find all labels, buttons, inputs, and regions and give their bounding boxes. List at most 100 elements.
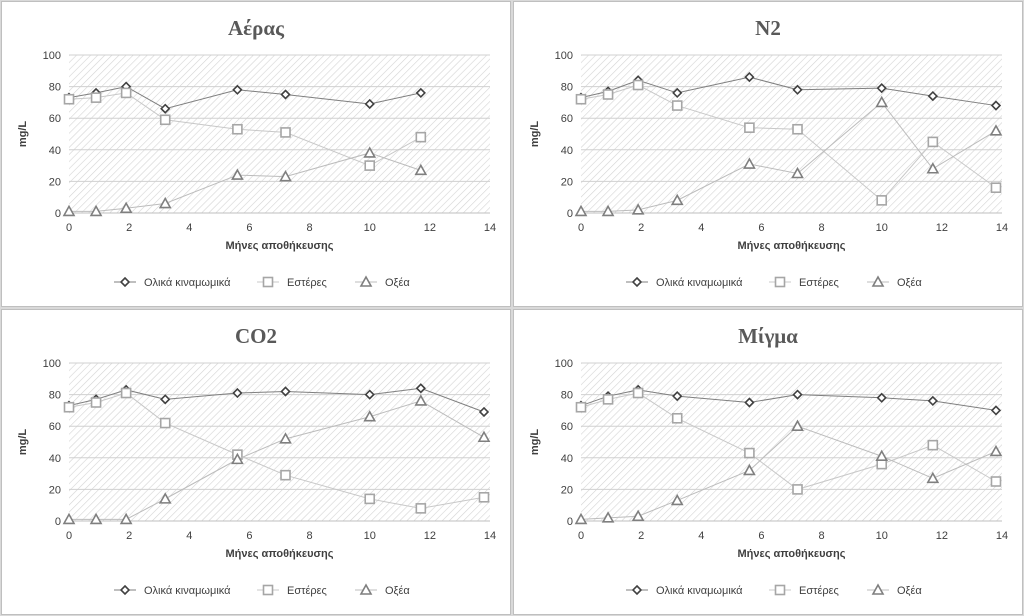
plot-area bbox=[581, 55, 1002, 213]
data-point bbox=[743, 157, 756, 169]
chart-co2: CO2 0 20 40 60 80 100 0 2 4 6 8 10 12 14 Μήνες αποθήκευ… bbox=[17, 324, 496, 597]
x-tick-label: 6 bbox=[758, 222, 764, 234]
legend-item: Οξέα bbox=[867, 275, 922, 289]
x-tick-label: 10 bbox=[364, 530, 376, 542]
legend-marker bbox=[359, 583, 373, 595]
data-point bbox=[744, 122, 755, 133]
data-point bbox=[280, 89, 291, 100]
x-axis-title: Μήνες αποθήκευσης bbox=[738, 548, 846, 560]
x-tick-label: 6 bbox=[246, 530, 252, 542]
y-tick-label: 80 bbox=[561, 390, 573, 402]
legend-label: Οξέα bbox=[385, 585, 410, 597]
legend: Ολικά κιναμωμικά Εστέρες Οξέα bbox=[114, 583, 410, 597]
data-point bbox=[280, 469, 291, 481]
data-point bbox=[364, 160, 376, 171]
x-axis-title: Μήνες αποθήκευσης bbox=[226, 240, 334, 252]
data-point bbox=[478, 492, 490, 503]
legend-label: Ολικά κιναμωμικά bbox=[656, 277, 743, 289]
data-point bbox=[744, 71, 755, 83]
y-tick-label: 40 bbox=[49, 453, 61, 465]
data-point bbox=[414, 394, 428, 406]
series-2 bbox=[62, 394, 491, 525]
y-tick-label: 80 bbox=[561, 82, 573, 94]
chart-n2: N2 0 20 40 60 80 100 0 2 4 6 8 10 12 14 Μήνες αποθήκευσ… bbox=[529, 16, 1008, 289]
series-1 bbox=[575, 387, 1002, 495]
data-point bbox=[927, 395, 938, 407]
data-point bbox=[601, 511, 615, 523]
plot-area bbox=[581, 363, 1002, 521]
y-tick-label: 60 bbox=[561, 421, 573, 433]
y-tick-label: 100 bbox=[43, 358, 61, 370]
y-tick-label: 60 bbox=[561, 113, 573, 125]
data-point bbox=[415, 383, 426, 394]
data-point bbox=[575, 93, 587, 105]
data-point bbox=[792, 123, 803, 135]
series-1 bbox=[575, 79, 1002, 206]
plot-area bbox=[69, 55, 490, 213]
x-tick-label: 12 bbox=[424, 222, 436, 234]
legend-item: Οξέα bbox=[355, 275, 410, 289]
data-point bbox=[279, 170, 292, 182]
legend-marker bbox=[631, 584, 643, 596]
x-axis-title: Μήνες αποθήκευσης bbox=[226, 548, 334, 560]
data-point bbox=[415, 503, 427, 514]
data-point bbox=[792, 389, 803, 400]
x-tick-label: 6 bbox=[758, 530, 764, 542]
legend-label: Ολικά κιναμωμικά bbox=[656, 585, 743, 597]
data-point bbox=[602, 89, 614, 100]
chart-mixture: Μίγμα 0 20 40 60 80 100 0 2 4 6 8 10 12 14 Μήνες αποθήκ… bbox=[529, 324, 1008, 597]
y-axis-title: mg/L bbox=[529, 121, 541, 148]
legend-label: Ολικά κιναμωμικά bbox=[144, 585, 231, 597]
data-point bbox=[989, 444, 1003, 457]
x-tick-label: 4 bbox=[698, 222, 704, 234]
data-point bbox=[601, 204, 615, 217]
data-point bbox=[671, 100, 683, 111]
x-axis-title: Μήνες αποθήκευσης bbox=[738, 240, 846, 252]
data-point bbox=[279, 432, 292, 444]
data-point bbox=[90, 92, 102, 103]
x-tick-label: 14 bbox=[484, 222, 496, 234]
data-point bbox=[743, 463, 756, 476]
data-point bbox=[363, 410, 377, 422]
y-axis-title: mg/L bbox=[17, 429, 29, 456]
chart-panel-mixture: Μίγμα 0 20 40 60 80 100 0 2 4 6 8 10 12 14 Μήνες αποθήκ… bbox=[513, 309, 1023, 615]
data-point bbox=[158, 492, 172, 504]
x-tick-label: 6 bbox=[246, 222, 252, 234]
series-1 bbox=[63, 87, 427, 171]
data-point bbox=[280, 127, 291, 138]
data-point bbox=[231, 452, 244, 465]
data-point bbox=[990, 405, 1002, 416]
data-point bbox=[231, 168, 244, 180]
data-point bbox=[364, 98, 375, 110]
data-point bbox=[364, 389, 375, 400]
x-tick-label: 8 bbox=[307, 222, 313, 234]
y-tick-label: 0 bbox=[567, 516, 573, 528]
data-point bbox=[670, 193, 684, 206]
data-point bbox=[63, 93, 75, 105]
chart-air: Αέρας 0 20 40 60 80 100 0 2 4 6 8 10 12 14 Μήνες αποθήκ… bbox=[17, 16, 496, 289]
x-tick-label: 8 bbox=[819, 222, 825, 234]
series-2 bbox=[574, 419, 1003, 525]
data-point bbox=[414, 163, 428, 176]
data-point bbox=[632, 387, 644, 399]
legend-item: Ολικά κιναμωμικά bbox=[114, 584, 231, 597]
y-tick-label: 40 bbox=[561, 453, 573, 465]
x-tick-label: 0 bbox=[66, 530, 72, 542]
legend-label: Οξέα bbox=[897, 585, 922, 597]
data-point bbox=[791, 419, 804, 431]
legend-marker bbox=[871, 583, 885, 595]
series-2 bbox=[574, 95, 1003, 217]
x-tick-label: 12 bbox=[424, 530, 436, 542]
x-tick-label: 14 bbox=[996, 530, 1008, 542]
legend-label: Οξέα bbox=[897, 277, 922, 289]
data-point bbox=[63, 401, 75, 413]
data-point bbox=[159, 417, 171, 429]
legend-item: Εστέρες bbox=[257, 584, 327, 597]
data-point bbox=[477, 430, 491, 443]
legend-marker bbox=[359, 275, 373, 287]
y-tick-label: 0 bbox=[567, 208, 573, 220]
data-point bbox=[62, 512, 76, 525]
data-point bbox=[119, 512, 133, 525]
data-point bbox=[927, 90, 938, 102]
chart-title: N2 bbox=[755, 16, 781, 40]
